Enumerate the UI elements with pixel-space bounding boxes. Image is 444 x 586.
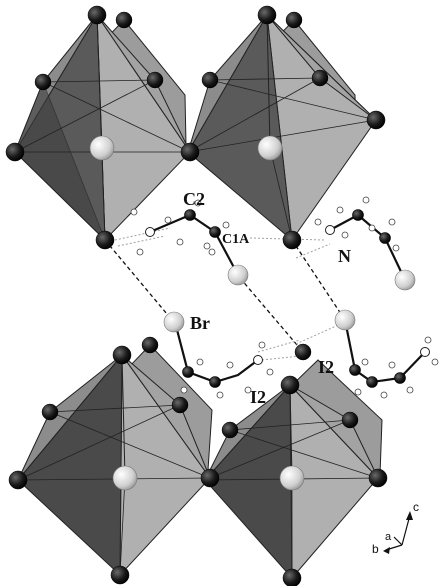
metal-atoms [89, 135, 305, 491]
octahedron-lower-left [17, 344, 213, 577]
iodine-atoms [5, 5, 388, 586]
label-i2-right: I2 [318, 357, 334, 377]
axis-indicator: c b a [372, 500, 419, 556]
label-n: N [338, 246, 351, 266]
axis-a-line [393, 536, 403, 546]
octahedron-upper-right [187, 13, 377, 242]
nitrogen-atoms [145, 225, 430, 365]
halogen-contacts [104, 239, 346, 353]
axis-b-arrow [383, 547, 390, 554]
carbon-atoms [182, 209, 406, 388]
label-br: Br [190, 313, 210, 333]
bromine-atoms [163, 264, 416, 333]
label-i2-left: I2 [250, 387, 266, 407]
axis-c-arrow [406, 511, 413, 520]
axis-b-label: b [372, 542, 379, 556]
axis-a-label: a [385, 531, 392, 543]
label-c1a: C1A [222, 232, 250, 247]
label-c2: C2 [183, 189, 205, 209]
hydrogen-atoms [130, 196, 439, 399]
axis-c-label: c [413, 500, 419, 514]
octahedron-upper-left [14, 13, 191, 242]
